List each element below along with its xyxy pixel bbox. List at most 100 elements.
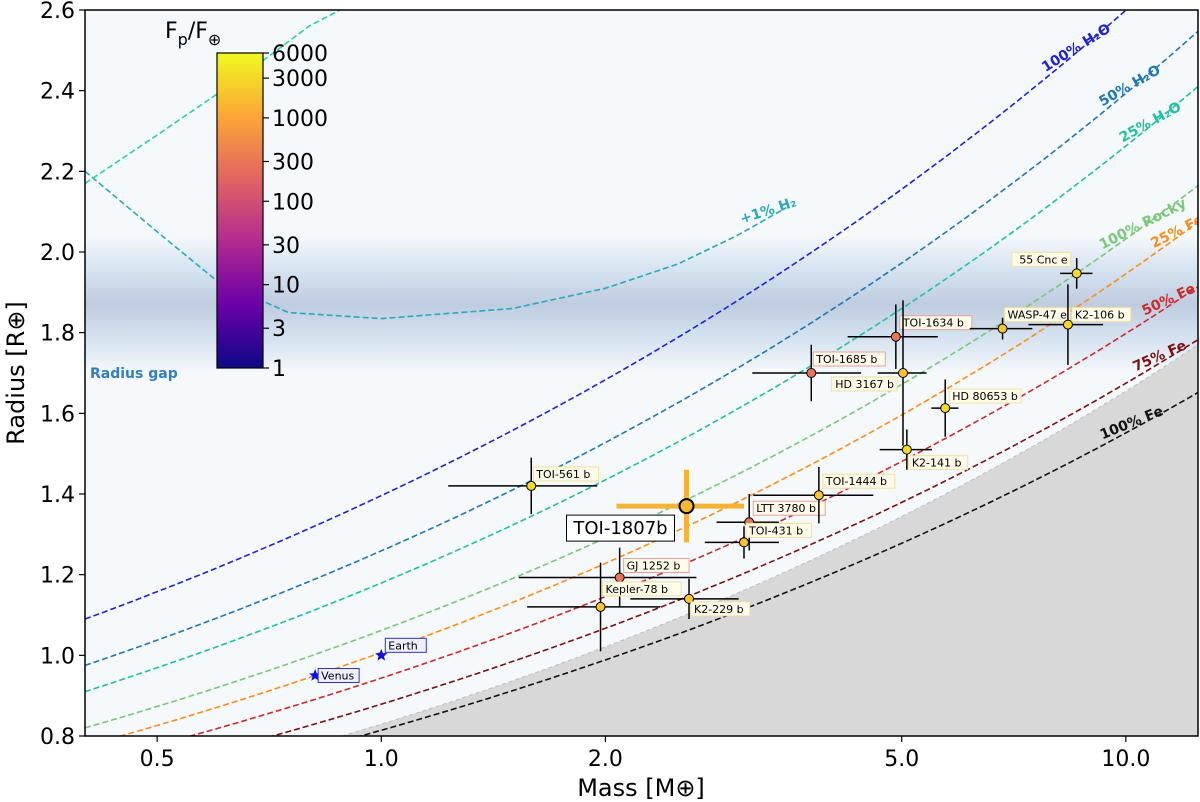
planet-label-box xyxy=(752,500,826,516)
planet-hd-3167-b: HD 3167 b xyxy=(831,300,927,446)
planet-label: HD 80653 b xyxy=(952,390,1018,403)
planet-label: TOI-1634 b xyxy=(902,317,964,330)
planet-label: LTT 3780 b xyxy=(756,502,816,515)
solar-label-box xyxy=(384,637,427,653)
curve-1-h2 xyxy=(85,170,787,320)
planet-marker xyxy=(813,490,824,501)
y-tick-label: 0.8 xyxy=(40,725,75,750)
planet-label-box xyxy=(812,351,886,367)
colorbar-title: Fp/F⊕ xyxy=(165,19,221,49)
planet-marker xyxy=(1071,268,1082,279)
planet-label-box xyxy=(566,514,676,542)
planet-marker xyxy=(1062,319,1073,330)
curve-50-h2o xyxy=(85,30,1198,667)
planet-label-box xyxy=(602,581,682,597)
planet-marker xyxy=(901,444,912,455)
y-tick-label: 2.4 xyxy=(40,80,75,105)
planet-k2-141-b: K2-141 b xyxy=(879,429,969,471)
y-tick-label: 2.6 xyxy=(40,0,75,24)
planet-points: TOI-561 b GJ 1252 b Kepler-78 b K2-229 b LTT… xyxy=(309,251,1132,683)
planet-toi-561-b: TOI-561 b xyxy=(448,457,600,515)
planet-marker xyxy=(806,368,817,378)
planet-label-box xyxy=(532,466,600,482)
planet-marker xyxy=(738,537,749,548)
planet-toi-1634-b: TOI-1634 b xyxy=(847,304,973,369)
planet-label-box xyxy=(623,557,690,573)
planet-marker xyxy=(595,601,606,612)
planet-55-cnc-e: 55 Cnc e xyxy=(1011,251,1093,289)
x-tick-label: 1.0 xyxy=(364,747,399,772)
colorbar-gradient xyxy=(216,52,264,369)
planet-marker xyxy=(898,368,909,378)
colorbar-tick-label: 6000 xyxy=(272,42,328,67)
planet-marker xyxy=(890,331,901,342)
planet-marker xyxy=(678,498,695,515)
plot-frame xyxy=(84,9,1199,737)
planet-label-box xyxy=(1071,307,1132,323)
colorbar-tick-label: 10 xyxy=(272,274,300,299)
x-tick-label: 5.0 xyxy=(884,747,919,772)
colorbar-tick-label: 3 xyxy=(272,317,286,342)
y-tick-label: 1.4 xyxy=(40,483,75,508)
solar-label-box xyxy=(317,668,360,683)
planet-label: K2-229 b xyxy=(694,603,744,616)
planet-label: TOI-1807b xyxy=(572,518,667,539)
planet-label-box xyxy=(822,473,896,489)
axes: 0.5 1.0 2.0 5.0 10.0 0.8 1.0 1.2 1.4 1.6 1.8 2.0 2.2… xyxy=(40,0,1150,772)
y-tick-label: 1.0 xyxy=(40,644,75,669)
planet-label-box xyxy=(899,315,973,331)
x-tick-label: 10.0 xyxy=(1101,747,1150,772)
planet-label: Kepler-78 b xyxy=(606,583,669,596)
colorbar-tick-label: 1000 xyxy=(272,107,328,132)
planet-label: 55 Cnc e xyxy=(1019,253,1068,266)
curve-100-h2o xyxy=(85,10,1128,620)
planet-label-box xyxy=(908,455,969,471)
y-tick-label: 1.2 xyxy=(40,564,75,589)
solar-label: Earth xyxy=(388,639,418,652)
x-axis-label: Mass [M⊕] xyxy=(577,774,705,802)
planet-kepler-78-b: Kepler-78 b xyxy=(527,562,682,652)
y-tick-label: 2.0 xyxy=(40,241,75,266)
y-tick-label: 1.6 xyxy=(40,402,75,427)
curve-25-fe xyxy=(118,221,1198,736)
planet-label-box xyxy=(690,601,751,617)
planet-label: GJ 1252 b xyxy=(627,559,681,572)
planet-label: TOI-431 b xyxy=(748,524,803,537)
planet-label-box xyxy=(1011,251,1072,267)
planet-marker xyxy=(614,572,625,583)
y-tick-label: 2.2 xyxy=(40,160,75,185)
planet-marker xyxy=(997,323,1008,334)
planet-toi-431-b: TOI-431 b xyxy=(704,522,812,559)
planet-k2-229-b: K2-229 b xyxy=(630,578,751,620)
planet-label-box xyxy=(948,388,1022,404)
solar-earth: Earth xyxy=(375,637,427,661)
planet-toi-1685-b: TOI-1685 b xyxy=(752,344,886,402)
planet-label: K2-106 b xyxy=(1075,309,1125,322)
colorbar-tick-label: 30 xyxy=(272,234,300,259)
planet-wasp-47-e: WASP-47 e xyxy=(969,307,1071,340)
curve-25-h2o xyxy=(85,85,1198,693)
planet-label: HD 3167 b xyxy=(835,378,894,391)
star-marker xyxy=(375,648,388,661)
colorbar-tick-label: 3000 xyxy=(272,67,328,92)
colorbar-tick-label: 1 xyxy=(272,357,286,382)
solar-label: Venus xyxy=(321,670,354,683)
planet-label-box xyxy=(1004,307,1071,323)
curve-100-fe xyxy=(357,391,1198,736)
planet-marker xyxy=(940,403,951,414)
planet-marker xyxy=(526,480,537,491)
radius-gap-label: Radius gap xyxy=(90,366,178,382)
planet-label: TOI-561 b xyxy=(535,468,590,481)
star-marker xyxy=(309,669,322,681)
y-tick-label: 1.8 xyxy=(40,322,75,347)
planet-gj-1252-b: GJ 1252 b xyxy=(518,547,697,608)
y-axis-label: Radius [R⊕] xyxy=(2,301,30,445)
planet-label: TOI-1444 b xyxy=(825,475,887,488)
colorbar-tick-label: 300 xyxy=(272,150,314,175)
x-tick-label: 2.0 xyxy=(588,747,623,772)
planet-marker xyxy=(684,593,695,604)
